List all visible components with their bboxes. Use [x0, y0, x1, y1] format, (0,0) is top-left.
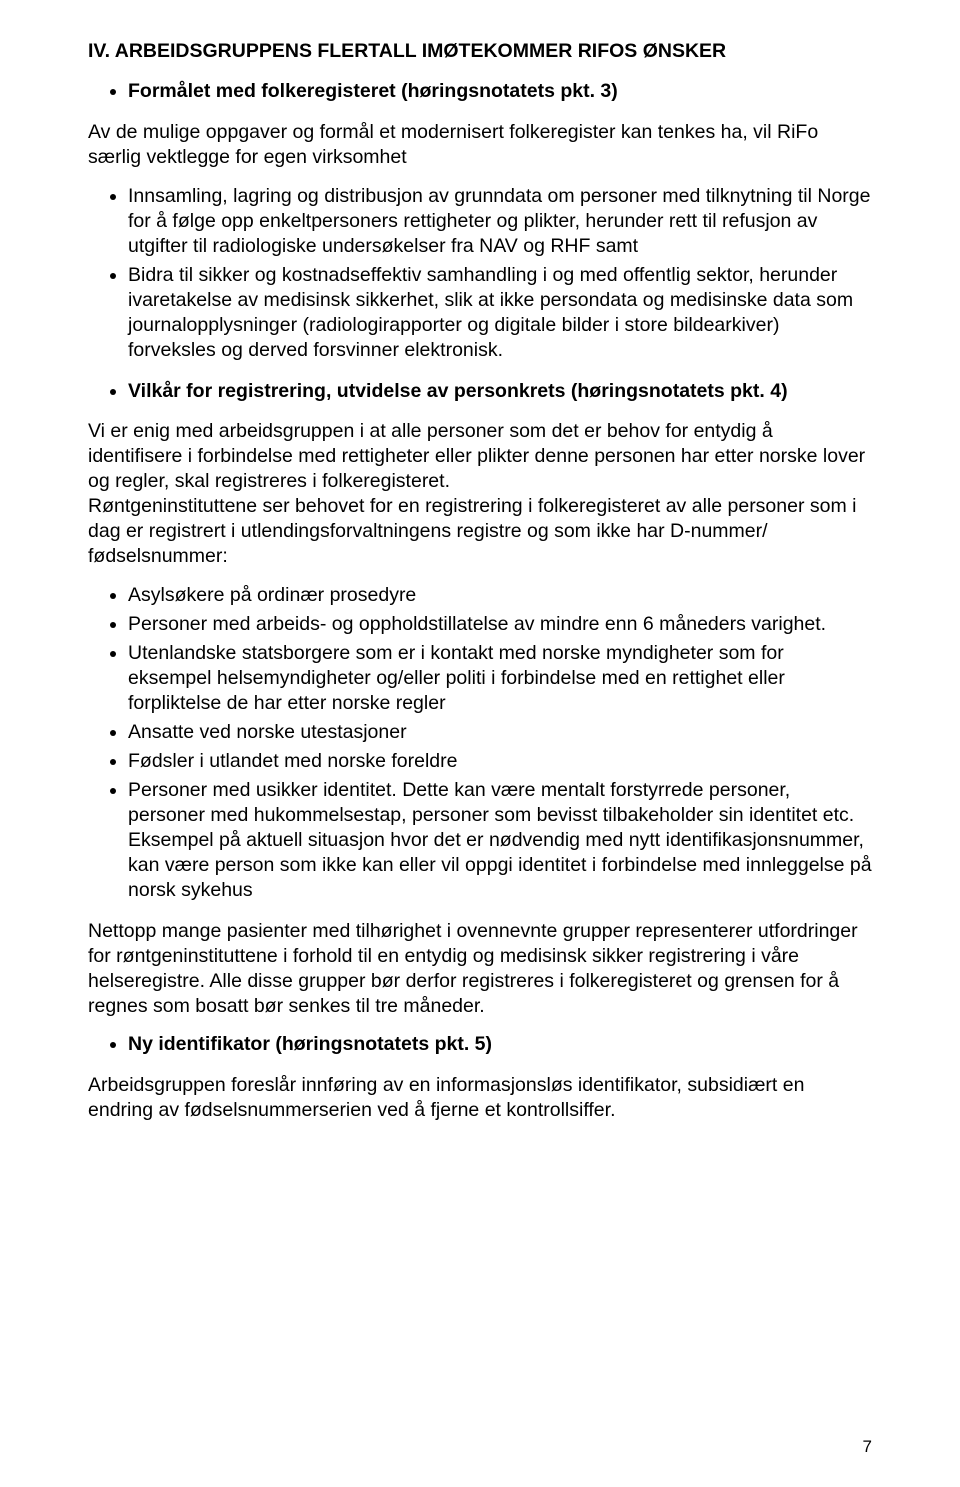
paragraph: Nettopp mange pasienter med tilhørighet … [88, 919, 872, 1019]
document-page: IV. ARBEIDSGRUPPENS FLERTALL IMØTEKOMMER… [0, 0, 960, 1487]
list-item-text: Vilkår for registrering, utvidelse av pe… [128, 380, 788, 402]
bullet-list-4: Asylsøkere på ordinær prosedyre Personer… [88, 583, 872, 902]
paragraph: Arbeidsgruppen foreslår innføring av en … [88, 1073, 872, 1123]
list-item: Asylsøkere på ordinær prosedyre [128, 583, 872, 608]
paragraph: Røntgeninstituttene ser behovet for en r… [88, 494, 872, 569]
list-item-text: Asylsøkere på ordinær prosedyre [128, 584, 416, 606]
bullet-list-5: Ny identifikator (høringsnotatets pkt. 5… [88, 1032, 872, 1057]
list-item: Fødsler i utlandet med norske foreldre [128, 749, 872, 774]
bullet-list-3: Vilkår for registrering, utvidelse av pe… [88, 379, 872, 404]
list-item: Innsamling, lagring og distribusjon av g… [128, 184, 872, 259]
list-item-text: Bidra til sikker og kostnadseffektiv sam… [128, 264, 853, 361]
list-item-text: Innsamling, lagring og distribusjon av g… [128, 185, 871, 257]
list-item-text: Formålet med folkeregisteret (høringsnot… [128, 80, 618, 102]
list-item-text: Ansatte ved norske utestasjoner [128, 721, 407, 743]
bullet-list-2: Innsamling, lagring og distribusjon av g… [88, 184, 872, 363]
page-number: 7 [863, 1437, 872, 1457]
list-item-text: Personer med usikker identitet. Dette ka… [128, 779, 872, 901]
list-item: Vilkår for registrering, utvidelse av pe… [128, 379, 872, 404]
list-item-text: Ny identifikator (høringsnotatets pkt. 5… [128, 1033, 492, 1055]
list-item-text: Utenlandske statsborgere som er i kontak… [128, 642, 785, 714]
list-item: Ny identifikator (høringsnotatets pkt. 5… [128, 1032, 872, 1057]
list-item: Bidra til sikker og kostnadseffektiv sam… [128, 263, 872, 363]
list-item: Personer med usikker identitet. Dette ka… [128, 778, 872, 903]
intro-paragraph: Av de mulige oppgaver og formål et moder… [88, 120, 872, 170]
list-item-text: Fødsler i utlandet med norske foreldre [128, 750, 457, 772]
list-item: Personer med arbeids- og oppholdstillate… [128, 612, 872, 637]
list-item: Ansatte ved norske utestasjoner [128, 720, 872, 745]
list-item: Formålet med folkeregisteret (høringsnot… [128, 79, 872, 104]
list-item-text: Personer med arbeids- og oppholdstillate… [128, 613, 826, 635]
bullet-list-1: Formålet med folkeregisteret (høringsnot… [88, 79, 872, 104]
list-item: Utenlandske statsborgere som er i kontak… [128, 641, 872, 716]
section-heading: IV. ARBEIDSGRUPPENS FLERTALL IMØTEKOMMER… [88, 40, 872, 63]
paragraph: Vi er enig med arbeidsgruppen i at alle … [88, 419, 872, 494]
